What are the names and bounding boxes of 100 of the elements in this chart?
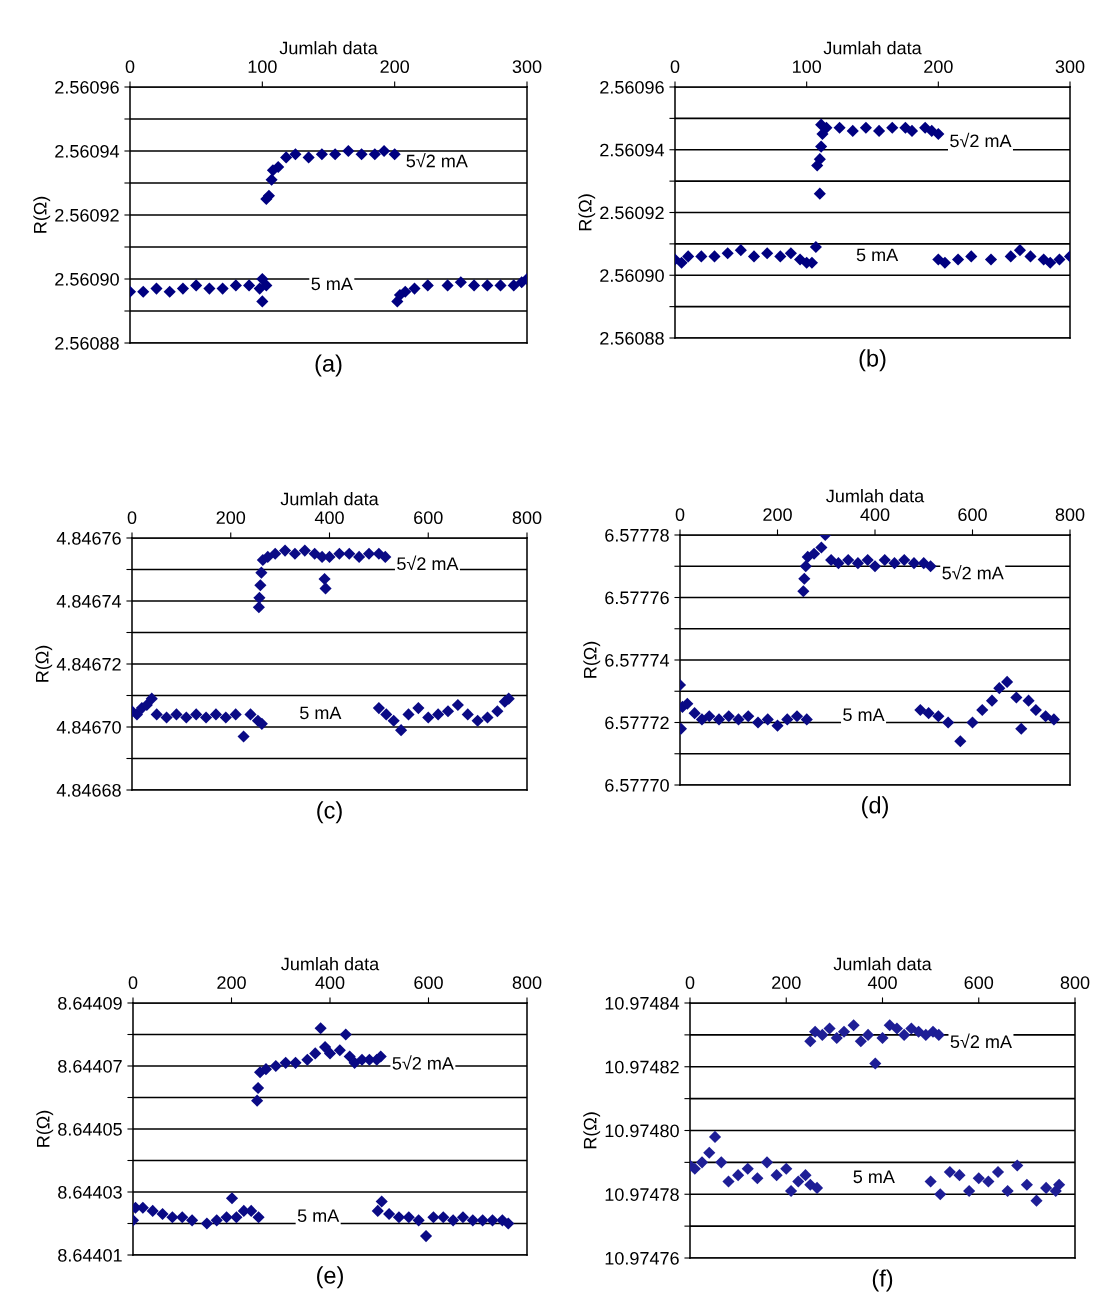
- point: [780, 1162, 793, 1175]
- x-tick-label: 200: [763, 508, 792, 522]
- x-axis-title: Jumlah data: [279, 41, 378, 55]
- point: [934, 1188, 947, 1201]
- series-label: 5 mA: [297, 1209, 340, 1223]
- point: [1039, 710, 1052, 723]
- x-tick-label: 0: [675, 508, 685, 522]
- point: [170, 708, 183, 721]
- point: [163, 285, 176, 298]
- point: [905, 124, 919, 137]
- x-tick-label: 400: [860, 508, 890, 522]
- point: [813, 187, 826, 200]
- point: [861, 553, 874, 567]
- point: [252, 1211, 265, 1224]
- point: [243, 279, 256, 292]
- x-tick-label: 0: [127, 511, 137, 525]
- text: (e): [317, 1266, 343, 1289]
- y-tick-label: 4.84668: [56, 783, 121, 797]
- point: [408, 282, 421, 295]
- point: [784, 247, 797, 260]
- point: [792, 1175, 805, 1188]
- point: [156, 1208, 169, 1221]
- point: [1011, 1159, 1024, 1172]
- point: [732, 1169, 745, 1182]
- point: [1004, 250, 1017, 263]
- series-label: 5 mA: [300, 706, 342, 720]
- point: [1015, 722, 1028, 735]
- point: [412, 1214, 425, 1227]
- y-tick-label: 6.57772: [605, 716, 669, 730]
- point: [846, 124, 859, 137]
- y-axis-title: R(Ω): [578, 194, 596, 231]
- point: [225, 1192, 239, 1205]
- point: [160, 711, 173, 724]
- point: [1013, 244, 1027, 257]
- point: [466, 1214, 479, 1227]
- point: [1020, 1178, 1033, 1191]
- x-tick-label: 400: [867, 976, 897, 990]
- point: [210, 1214, 223, 1227]
- point: [422, 711, 435, 724]
- point: [774, 250, 787, 263]
- x-tick-label: 100: [792, 60, 822, 74]
- point: [323, 1047, 337, 1060]
- point: [441, 705, 455, 718]
- point: [302, 151, 315, 164]
- point: [1040, 1181, 1053, 1194]
- point: [952, 253, 965, 266]
- point: [708, 250, 721, 263]
- point: [200, 1217, 213, 1230]
- x-tick-label: 0: [670, 60, 680, 74]
- text: 5 mA: [311, 277, 353, 291]
- series-label: 5√2 mA: [950, 132, 1012, 148]
- point: [943, 1165, 956, 1178]
- x-tick-label: 200: [217, 976, 246, 990]
- point: [751, 716, 765, 729]
- point: [371, 1204, 384, 1217]
- y-axis-title: R(Ω): [583, 1112, 601, 1149]
- point: [734, 244, 747, 257]
- y-tick-label: 2.56096: [55, 80, 119, 94]
- point: [898, 1028, 911, 1041]
- point: [229, 279, 242, 292]
- point: [387, 714, 400, 727]
- point: [456, 1211, 470, 1224]
- point: [876, 1032, 889, 1045]
- y-tick-label: 8.64401: [58, 1248, 122, 1262]
- point: [972, 1172, 985, 1185]
- series-label: 5√2 mA: [406, 152, 468, 168]
- point: [771, 719, 784, 732]
- point: [919, 1028, 932, 1041]
- point: [1053, 1178, 1066, 1191]
- point: [269, 547, 282, 560]
- point: [761, 247, 774, 260]
- point: [209, 708, 222, 721]
- point: [272, 160, 285, 174]
- y-tick-label: 6.57774: [605, 653, 670, 667]
- point: [368, 148, 381, 161]
- point: [888, 557, 901, 570]
- x-tick-label: 300: [512, 60, 542, 74]
- point: [298, 544, 311, 557]
- point: [451, 698, 464, 711]
- x-tick-label: 0: [128, 976, 138, 990]
- point: [494, 279, 507, 292]
- point: [166, 1211, 179, 1224]
- y-tick-label: 2.56090: [600, 269, 664, 282]
- point: [809, 240, 822, 254]
- point: [244, 708, 257, 721]
- y-tick-label: 2.56088: [55, 336, 119, 350]
- x-tick-label: 800: [1055, 508, 1085, 522]
- point: [419, 1230, 433, 1243]
- point: [760, 1156, 774, 1169]
- point: [262, 189, 275, 202]
- point: [985, 694, 999, 707]
- point: [854, 1035, 867, 1048]
- point: [703, 1146, 716, 1159]
- point: [318, 572, 331, 585]
- x-tick-label: 600: [964, 976, 994, 990]
- point: [932, 710, 945, 723]
- point: [1044, 256, 1057, 269]
- point: [402, 708, 415, 721]
- y-tick-label: 10.97484: [605, 996, 680, 1010]
- point: [1010, 691, 1023, 704]
